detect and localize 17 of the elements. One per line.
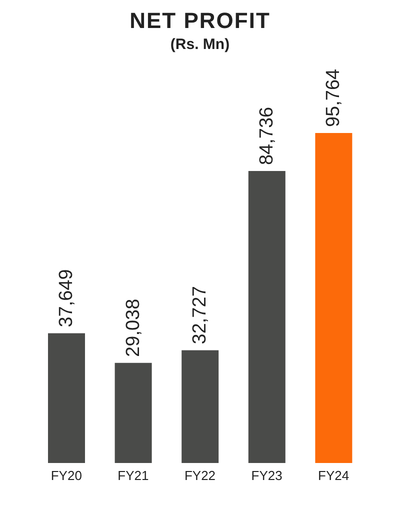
x-tick-label: FY22 — [184, 468, 216, 484]
x-tick-label: FY24 — [318, 468, 350, 484]
x-tick-label: FY23 — [251, 468, 282, 484]
chart-title: NET PROFIT — [128, 8, 272, 34]
bar — [48, 333, 85, 463]
bar — [182, 350, 219, 463]
bar — [315, 133, 352, 463]
x-tick-label: FY21 — [118, 468, 149, 484]
data-label: 37,649 — [56, 269, 77, 328]
bar — [114, 362, 152, 463]
chart-subtitle: (Rs. Mn) — [169, 36, 231, 53]
bar — [248, 171, 286, 463]
data-label: 32,727 — [190, 286, 211, 344]
data-label: 95,764 — [323, 68, 344, 127]
data-label: 29,038 — [122, 298, 144, 357]
data-label: 84,736 — [256, 106, 278, 165]
x-tick-label: FY20 — [50, 468, 82, 484]
